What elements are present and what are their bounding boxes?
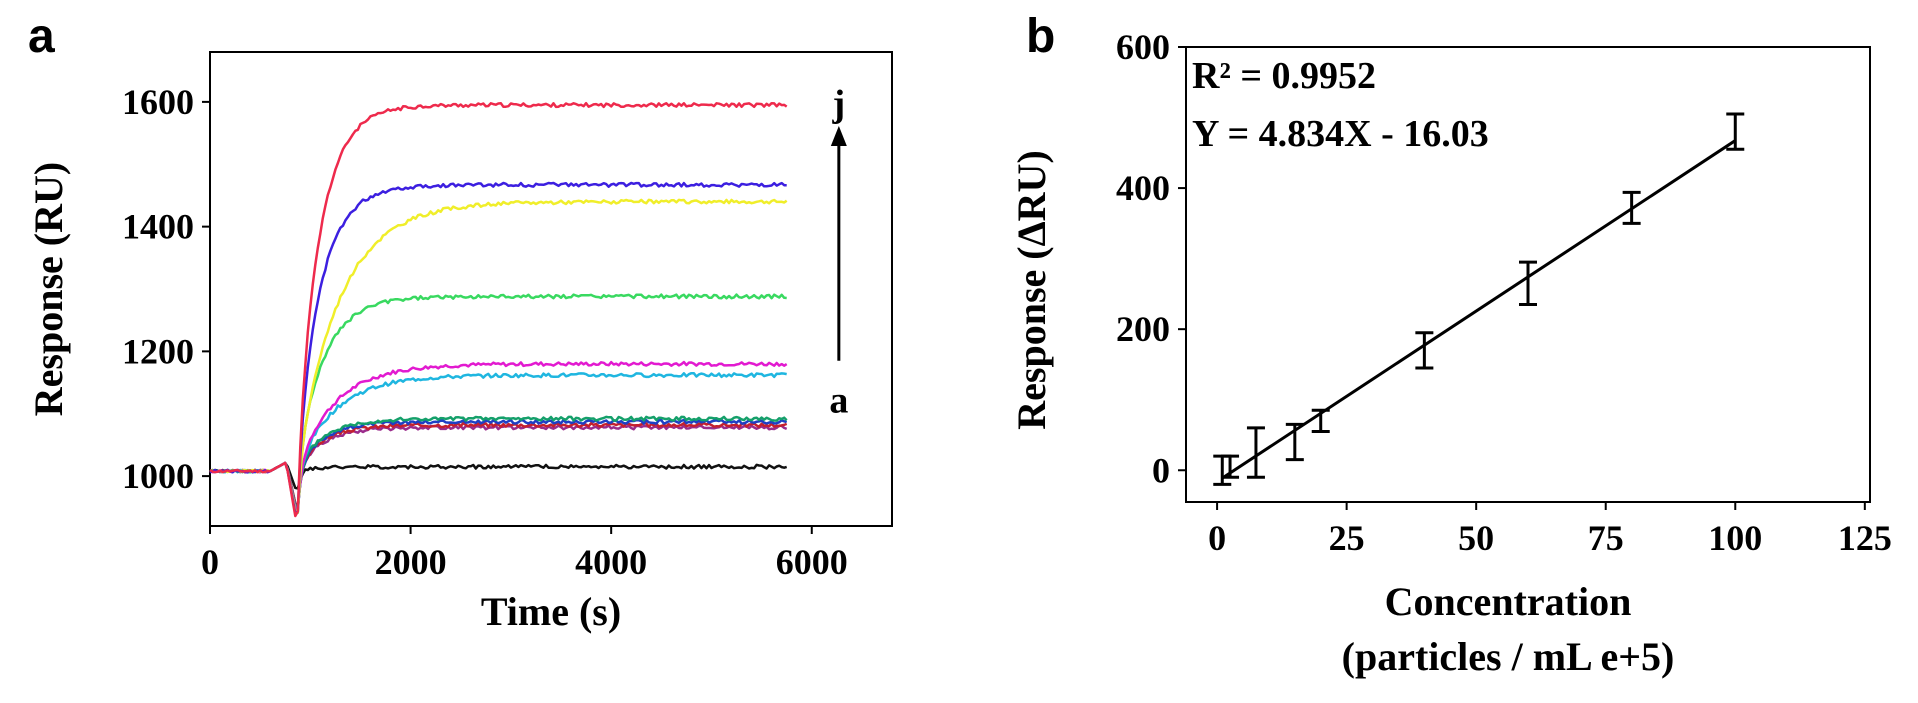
series-line-magenta [209,360,788,511]
panel-b-x-axis-title: Concentration [1385,579,1632,624]
series-line-red [209,101,788,518]
y-tick-label: 1600 [122,82,194,122]
x-tick-label: 100 [1708,518,1762,558]
x-tick-label: 0 [1208,518,1226,558]
data-point-errorbar [1622,190,1641,225]
x-tick-label: 6000 [776,542,848,582]
x-tick-label: 4000 [575,542,647,582]
panel-a-y-axis-title: Response (RU) [26,162,71,416]
panel-a-plot-frame [209,51,893,527]
y-tick-label: 600 [1116,27,1170,67]
x-tick-label: 50 [1458,518,1494,558]
series-line-green [209,293,787,514]
x-tick-label: 125 [1838,518,1892,558]
data-point-errorbar [1726,112,1745,151]
panel-b-letter: b [1026,10,1055,63]
panel-a: a 0 2000 4000 6000 1000 1200 1400 1600 a j Time… [26,10,893,634]
data-point-errorbar [1415,331,1434,370]
arrow-head-icon [830,125,847,146]
panel-b-x-axis-subtitle: (particles / mL e+5) [1342,634,1675,679]
series-line-black [209,461,788,490]
y-tick-label: 1400 [122,207,194,247]
y-tick-label: 400 [1116,168,1170,208]
y-tick-label: 200 [1116,309,1170,349]
panel-b: b 0 25 50 75 100 125 0 200 400 600 R² = 0.9952 Y… [1009,10,1892,679]
data-point-errorbar [1221,454,1240,479]
y-tick-label: 1200 [122,331,194,371]
series-line-yellow [209,198,788,514]
panel-a-x-axis-title: Time (s) [481,589,621,634]
data-point-errorbar [1519,260,1537,306]
x-tick-label: 25 [1329,518,1365,558]
data-point-errorbar [1246,426,1265,479]
x-tick-label: 0 [201,542,219,582]
series-line-blue2 [209,418,788,510]
series-line-blue [209,181,787,515]
x-tick-label: 75 [1588,518,1624,558]
x-tick-label: 2000 [375,542,447,582]
fit-equation-annotation: Y = 4.834X - 16.03 [1192,113,1489,155]
arrow-end-label: j [832,83,846,125]
r-squared-annotation: R² = 0.9952 [1192,55,1376,97]
data-point-errorbar [1311,408,1330,433]
series-line-teal [209,415,788,509]
arrow-start-label: a [829,380,848,422]
data-point-errorbar [1285,422,1304,462]
y-tick-label: 0 [1152,450,1170,490]
fit-line [1221,139,1737,480]
panel-b-y-axis-title: Response (ΔRU) [1009,150,1054,430]
y-tick-label: 1000 [122,456,194,496]
panel-b-plot-frame [1185,46,1871,503]
panel-a-letter: a [28,10,55,63]
